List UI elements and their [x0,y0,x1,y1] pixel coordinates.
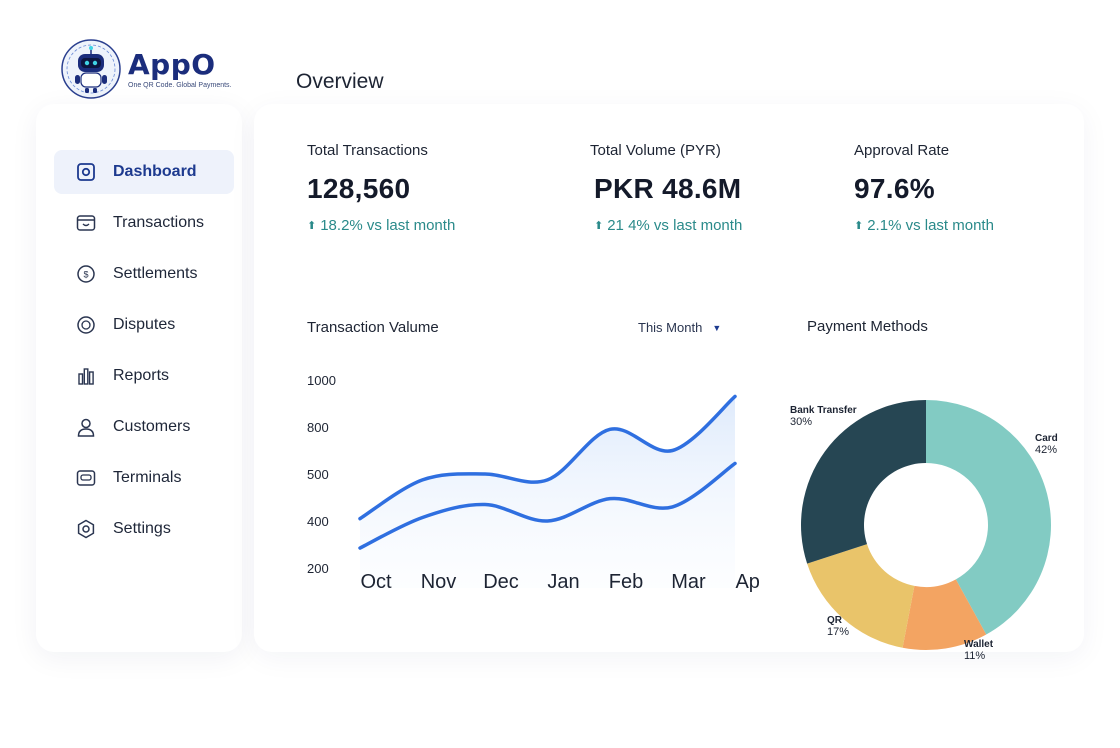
arrow-up-icon: ⬆ [594,220,604,232]
caret-down-icon: ▼ [712,322,722,333]
sidebar-item-label: Transactions [113,214,204,231]
kpi-total-transactions: Total Transactions 128,560 ⬆ 18.2% vs la… [307,142,455,234]
terminals-icon [75,467,97,489]
kpi-delta-text: 2.1% vs last month [867,217,994,234]
kpi-label: Total Transactions [307,142,428,159]
page-title: Overview [296,70,384,93]
sidebar-item-label: Terminals [113,469,182,486]
sidebar-item-label: Disputes [113,316,176,333]
line-series-1 [358,394,737,521]
robot-logo-icon [61,39,121,99]
donut-label-card: Card [1035,433,1058,444]
sidebar-item-reports[interactable]: Reports [54,354,234,398]
brand-tagline: One QR Code. Global Payments. [128,81,232,89]
donut-slice-bank-transfer [801,400,926,564]
kpi-value: PKR 48.6M [594,173,742,204]
y-tick-label: 1000 [307,373,336,388]
reports-icon [75,365,97,387]
sidebar-item-label: Dashboard [113,163,197,180]
sidebar-nav: Dashboard Transactions $ Settlements Dis… [54,150,234,558]
line-chart-area-fill [360,396,735,588]
x-tick-label: Jan [547,571,579,593]
kpi-total-volume: Total Volume (PYR) PKR 48.6M ⬆ 21 4% vs … [590,142,742,234]
kpi-approval-rate: Approval Rate 97.6% ⬆ 2.1% vs last month [854,142,994,234]
donut-value-qr: 17% [827,626,849,638]
sidebar-item-disputes[interactable]: Disputes [54,303,234,347]
donut-value-card: 42% [1035,444,1057,456]
sidebar-item-transactions[interactable]: Transactions [54,201,234,245]
dashboard-icon [75,161,97,183]
sidebar-item-customers[interactable]: Customers [54,405,234,449]
sidebar-item-settings[interactable]: Settings [54,507,234,551]
donut-label-wallet: Wallet [964,639,994,650]
kpi-label: Total Volume (PYR) [590,142,721,159]
donut-value-bank-transfer: 30% [790,416,812,428]
customers-icon [75,416,97,438]
donut-label-qr: QR [827,615,843,626]
x-tick-label: Mar [671,571,706,593]
y-tick-label: 500 [307,467,329,482]
disputes-icon [75,314,97,336]
donut-slice-card [926,400,1051,635]
arrow-up-icon: ⬆ [307,220,317,232]
sidebar-item-label: Customers [113,418,191,435]
brand-name: AppO [128,47,216,81]
settlements-icon: $ [75,263,97,285]
sidebar-item-terminals[interactable]: Terminals [54,456,234,500]
arrow-up-icon: ⬆ [854,220,864,232]
gear-icon [75,518,97,540]
sidebar-item-label: Settlements [113,265,198,282]
x-tick-label: Dec [483,571,519,593]
period-dropdown-value: This Month [638,320,703,335]
donut-value-wallet: 11% [964,650,985,662]
line-chart-title: Transaction Valume [307,319,439,336]
kpi-delta: ⬆ 2.1% vs last month [854,217,994,234]
svg-text:$: $ [83,270,88,280]
donut-slice-wallet [902,579,987,650]
pie-chart-title: Payment Methods [807,318,928,335]
donut-label-bank-transfer: Bank Transfer [790,405,857,416]
y-tick-label: 200 [307,561,329,576]
kpi-value: 97.6% [854,173,935,204]
y-tick-label: 400 [307,514,329,529]
sidebar-item-label: Reports [113,367,170,384]
transaction-volume-line-chart: 1000 800 500 400 200 Oct Nov Dec Jan Feb Mar Apr [307,373,760,593]
x-tick-label: Feb [609,571,643,593]
period-dropdown[interactable]: This Month ▼ [638,320,721,335]
sidebar-item-label: Settings [113,520,171,537]
x-tick-label: Nov [421,571,457,593]
transactions-icon [75,212,97,234]
brand-logo[interactable]: AppO One QR Code. Global Payments. [58,38,232,100]
y-tick-label: 800 [307,420,329,435]
kpi-label: Approval Rate [854,142,950,159]
x-tick-label: Apr [735,571,760,593]
sidebar-item-settlements[interactable]: $ Settlements [54,252,234,296]
kpi-delta: ⬆ 21 4% vs last month [590,217,742,234]
donut-slice-qr [807,544,915,648]
sidebar-item-dashboard[interactable]: Dashboard [54,150,234,194]
kpi-delta: ⬆ 18.2% vs last month [307,217,455,234]
x-tick-label: Oct [360,571,392,593]
kpi-delta-text: 18.2% vs last month [320,217,456,234]
kpi-value: 128,560 [307,173,411,204]
kpi-delta-text: 21 4% vs last month [607,217,743,234]
sidebar-panel [36,104,242,652]
